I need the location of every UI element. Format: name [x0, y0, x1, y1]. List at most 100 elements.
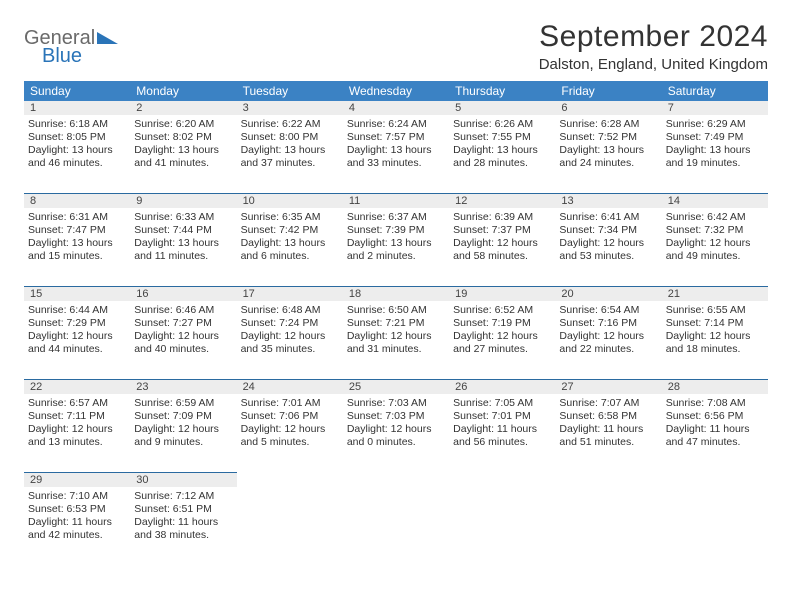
daylight1-text: Daylight: 13 hours: [559, 144, 657, 157]
sunrise-text: Sunrise: 7:08 AM: [666, 397, 764, 410]
logo-triangle-icon: [97, 32, 118, 44]
day-number: 29: [24, 472, 130, 487]
daylight1-text: Daylight: 11 hours: [666, 423, 764, 436]
sunrise-text: Sunrise: 6:28 AM: [559, 118, 657, 131]
daylight1-text: Daylight: 11 hours: [453, 423, 551, 436]
sunset-text: Sunset: 7:21 PM: [347, 317, 445, 330]
day-number: 11: [343, 193, 449, 208]
calendar-cell: Sunrise: 6:24 AMSunset: 7:57 PMDaylight:…: [343, 115, 449, 193]
day-number: 15: [24, 286, 130, 301]
location-label: Dalston, England, United Kingdom: [539, 56, 768, 73]
day-number: 30: [130, 472, 236, 487]
day-number: [449, 472, 555, 487]
title-block: September 2024 Dalston, England, United …: [539, 20, 768, 73]
daylight2-text: and 5 minutes.: [241, 436, 339, 449]
sunrise-text: Sunrise: 6:57 AM: [28, 397, 126, 410]
sunset-text: Sunset: 8:00 PM: [241, 131, 339, 144]
dayname-header: Friday: [555, 81, 661, 101]
daylight2-text: and 47 minutes.: [666, 436, 764, 449]
daylight1-text: Daylight: 13 hours: [134, 237, 232, 250]
calendar-cell: Sunrise: 6:52 AMSunset: 7:19 PMDaylight:…: [449, 301, 555, 379]
sunrise-text: Sunrise: 6:48 AM: [241, 304, 339, 317]
daylight1-text: Daylight: 12 hours: [134, 423, 232, 436]
daylight2-text: and 9 minutes.: [134, 436, 232, 449]
sunset-text: Sunset: 6:53 PM: [28, 503, 126, 516]
calendar-cell: Sunrise: 6:55 AMSunset: 7:14 PMDaylight:…: [662, 301, 768, 379]
daylight1-text: Daylight: 12 hours: [347, 423, 445, 436]
dayname-header: Tuesday: [237, 81, 343, 101]
daylight2-text: and 40 minutes.: [134, 343, 232, 356]
calendar-cell: Sunrise: 6:50 AMSunset: 7:21 PMDaylight:…: [343, 301, 449, 379]
brand-logo: General Blue: [24, 26, 134, 71]
calendar-cell: Sunrise: 6:22 AMSunset: 8:00 PMDaylight:…: [237, 115, 343, 193]
sunrise-text: Sunrise: 6:35 AM: [241, 211, 339, 224]
daylight1-text: Daylight: 13 hours: [134, 144, 232, 157]
calendar-cell: Sunrise: 7:01 AMSunset: 7:06 PMDaylight:…: [237, 394, 343, 472]
sunrise-text: Sunrise: 6:18 AM: [28, 118, 126, 131]
daylight2-text: and 42 minutes.: [28, 529, 126, 542]
sunset-text: Sunset: 6:56 PM: [666, 410, 764, 423]
sunrise-text: Sunrise: 7:10 AM: [28, 490, 126, 503]
sunset-text: Sunset: 7:19 PM: [453, 317, 551, 330]
day-number: 28: [662, 379, 768, 394]
day-number: 18: [343, 286, 449, 301]
sunset-text: Sunset: 7:06 PM: [241, 410, 339, 423]
sunrise-text: Sunrise: 6:26 AM: [453, 118, 551, 131]
calendar-cell: Sunrise: 7:05 AMSunset: 7:01 PMDaylight:…: [449, 394, 555, 472]
sunrise-text: Sunrise: 7:05 AM: [453, 397, 551, 410]
daylight1-text: Daylight: 12 hours: [453, 330, 551, 343]
daylight2-text: and 2 minutes.: [347, 250, 445, 263]
daylight1-text: Daylight: 11 hours: [559, 423, 657, 436]
logo-svg: General Blue: [24, 26, 134, 66]
calendar-page: General Blue September 2024 Dalston, Eng…: [0, 0, 792, 565]
calendar-cell: Sunrise: 6:44 AMSunset: 7:29 PMDaylight:…: [24, 301, 130, 379]
day-number: 3: [237, 101, 343, 115]
sunrise-text: Sunrise: 7:01 AM: [241, 397, 339, 410]
calendar-cell: [555, 487, 661, 565]
daylight1-text: Daylight: 12 hours: [347, 330, 445, 343]
daylight2-text: and 19 minutes.: [666, 157, 764, 170]
calendar-cell: Sunrise: 6:29 AMSunset: 7:49 PMDaylight:…: [662, 115, 768, 193]
sunrise-text: Sunrise: 6:55 AM: [666, 304, 764, 317]
daylight2-text: and 53 minutes.: [559, 250, 657, 263]
daylight1-text: Daylight: 12 hours: [666, 330, 764, 343]
sunrise-text: Sunrise: 6:41 AM: [559, 211, 657, 224]
sunset-text: Sunset: 7:29 PM: [28, 317, 126, 330]
sunrise-text: Sunrise: 6:59 AM: [134, 397, 232, 410]
dayname-header: Monday: [130, 81, 236, 101]
day-number: 5: [449, 101, 555, 115]
sunrise-text: Sunrise: 6:42 AM: [666, 211, 764, 224]
daylight2-text: and 35 minutes.: [241, 343, 339, 356]
dayname-header: Thursday: [449, 81, 555, 101]
sunrise-text: Sunrise: 6:31 AM: [28, 211, 126, 224]
day-number: 19: [449, 286, 555, 301]
daylight2-text: and 6 minutes.: [241, 250, 339, 263]
sunset-text: Sunset: 7:52 PM: [559, 131, 657, 144]
calendar-cell: Sunrise: 6:42 AMSunset: 7:32 PMDaylight:…: [662, 208, 768, 286]
sunset-text: Sunset: 7:57 PM: [347, 131, 445, 144]
daylight1-text: Daylight: 12 hours: [666, 237, 764, 250]
sunrise-text: Sunrise: 6:54 AM: [559, 304, 657, 317]
sunrise-text: Sunrise: 7:03 AM: [347, 397, 445, 410]
daylight1-text: Daylight: 12 hours: [559, 237, 657, 250]
sunrise-text: Sunrise: 6:39 AM: [453, 211, 551, 224]
calendar-cell: Sunrise: 6:20 AMSunset: 8:02 PMDaylight:…: [130, 115, 236, 193]
sunset-text: Sunset: 7:55 PM: [453, 131, 551, 144]
calendar-cell: Sunrise: 6:35 AMSunset: 7:42 PMDaylight:…: [237, 208, 343, 286]
daylight2-text: and 24 minutes.: [559, 157, 657, 170]
page-header: General Blue September 2024 Dalston, Eng…: [24, 20, 768, 73]
sunrise-text: Sunrise: 6:37 AM: [347, 211, 445, 224]
calendar-cell: Sunrise: 6:48 AMSunset: 7:24 PMDaylight:…: [237, 301, 343, 379]
sunrise-text: Sunrise: 6:22 AM: [241, 118, 339, 131]
day-number: 4: [343, 101, 449, 115]
day-number: 7: [662, 101, 768, 115]
daylight2-text: and 33 minutes.: [347, 157, 445, 170]
sunset-text: Sunset: 7:39 PM: [347, 224, 445, 237]
sunset-text: Sunset: 7:44 PM: [134, 224, 232, 237]
day-number: 12: [449, 193, 555, 208]
daylight1-text: Daylight: 13 hours: [453, 144, 551, 157]
sunrise-text: Sunrise: 6:50 AM: [347, 304, 445, 317]
daylight1-text: Daylight: 11 hours: [134, 516, 232, 529]
day-number: [662, 472, 768, 487]
calendar-cell: Sunrise: 6:39 AMSunset: 7:37 PMDaylight:…: [449, 208, 555, 286]
